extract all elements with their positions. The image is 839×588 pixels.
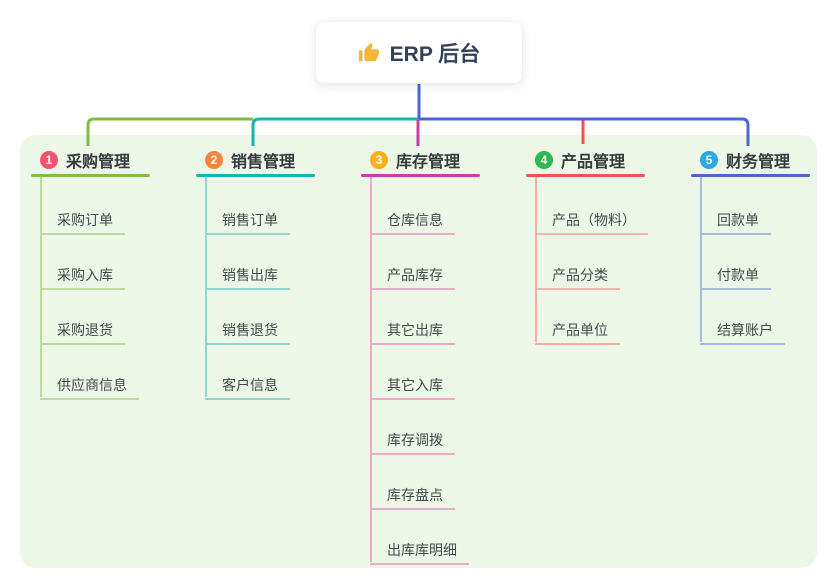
child-label: 其它入库 — [387, 377, 443, 393]
branch-spine-line — [700, 177, 702, 342]
branch-underline — [361, 174, 480, 177]
child-node[interactable]: 客户信息 — [205, 371, 290, 400]
child-node[interactable]: 库存调拨 — [370, 426, 455, 455]
child-node[interactable]: 其它出库 — [370, 316, 455, 345]
child-node[interactable]: 产品库存 — [370, 261, 455, 290]
child-node[interactable]: 销售订单 — [205, 206, 290, 235]
child-node[interactable]: 仓库信息 — [370, 206, 455, 235]
branch-number-badge: 5 — [700, 151, 718, 169]
child-node[interactable]: 供应商信息 — [40, 371, 139, 400]
child-label: 仓库信息 — [387, 212, 443, 228]
branch-number-badge: 3 — [370, 151, 388, 169]
child-node[interactable]: 其它入库 — [370, 371, 455, 400]
branch-title-label: 销售管理 — [231, 154, 296, 171]
branch-underline — [196, 174, 315, 177]
child-label: 供应商信息 — [57, 377, 127, 393]
child-label: 采购退货 — [57, 322, 113, 338]
branch-number-badge: 4 — [535, 151, 553, 169]
child-label: 销售退货 — [222, 322, 278, 338]
branch-title-node[interactable]: 1 采购管理 — [40, 148, 181, 172]
child-label: 采购入库 — [57, 267, 113, 283]
child-label: 库存调拨 — [387, 432, 443, 448]
branch-title-label: 财务管理 — [726, 154, 791, 171]
branch: 2 销售管理 销售订单 销售出库 销售退货 客户信息 — [196, 148, 346, 400]
child-node[interactable]: 产品（物料） — [535, 206, 648, 235]
branch-title-node[interactable]: 3 库存管理 — [370, 148, 511, 172]
child-label: 客户信息 — [222, 377, 278, 393]
child-label: 付款单 — [717, 267, 759, 283]
child-node[interactable]: 采购入库 — [40, 261, 125, 290]
child-node[interactable]: 库存盘点 — [370, 481, 455, 510]
root-label: ERP 后台 — [389, 42, 481, 66]
branch: 5 财务管理 回款单 付款单 结算账户 — [691, 148, 839, 345]
root-node[interactable]: ERP 后台 — [316, 22, 522, 83]
branch-spine-line — [40, 177, 42, 397]
branch-number-badge: 2 — [205, 151, 223, 169]
child-node[interactable]: 产品单位 — [535, 316, 620, 345]
child-node[interactable]: 采购退货 — [40, 316, 125, 345]
branch: 4 产品管理 产品（物料） 产品分类 产品单位 — [526, 148, 676, 345]
child-label: 其它出库 — [387, 322, 443, 338]
child-node[interactable]: 销售出库 — [205, 261, 290, 290]
child-label: 销售订单 — [222, 212, 278, 228]
child-label: 采购订单 — [57, 212, 113, 228]
child-label: 结算账户 — [717, 322, 773, 338]
branch-spine-line — [205, 177, 207, 397]
branches-panel — [20, 135, 817, 568]
child-label: 销售出库 — [222, 267, 278, 283]
branch-title-node[interactable]: 4 产品管理 — [535, 148, 676, 172]
branch-title-label: 采购管理 — [66, 154, 131, 171]
child-node[interactable]: 出库库明细 — [370, 536, 469, 565]
child-node[interactable]: 采购订单 — [40, 206, 125, 235]
child-label: 产品分类 — [552, 267, 608, 283]
child-node[interactable]: 付款单 — [700, 261, 771, 290]
branch-spine-line — [370, 177, 372, 562]
branch-underline — [31, 174, 150, 177]
child-label: 产品库存 — [387, 267, 443, 283]
branch-underline — [691, 174, 810, 177]
child-label: 回款单 — [717, 212, 759, 228]
child-node[interactable]: 销售退货 — [205, 316, 290, 345]
branch: 3 库存管理 仓库信息 产品库存 其它出库 其它入库 库存调拨 库存盘点 出库库… — [361, 148, 511, 565]
child-node[interactable]: 产品分类 — [535, 261, 620, 290]
branch: 1 采购管理 采购订单 采购入库 采购退货 供应商信息 — [31, 148, 181, 400]
branch-title-node[interactable]: 5 财务管理 — [700, 148, 839, 172]
branch-title-label: 库存管理 — [396, 154, 461, 171]
child-node[interactable]: 结算账户 — [700, 316, 785, 345]
child-label: 出库库明细 — [387, 542, 457, 558]
branch-title-node[interactable]: 2 销售管理 — [205, 148, 346, 172]
child-node[interactable]: 回款单 — [700, 206, 771, 235]
branch-number-badge: 1 — [40, 151, 58, 169]
branch-spine-line — [535, 177, 537, 342]
branch-title-label: 产品管理 — [561, 154, 626, 171]
thumbs-up-icon — [358, 42, 379, 61]
child-label: 产品单位 — [552, 322, 608, 338]
branch-underline — [526, 174, 645, 177]
child-label: 产品（物料） — [552, 212, 636, 228]
child-label: 库存盘点 — [387, 487, 443, 503]
